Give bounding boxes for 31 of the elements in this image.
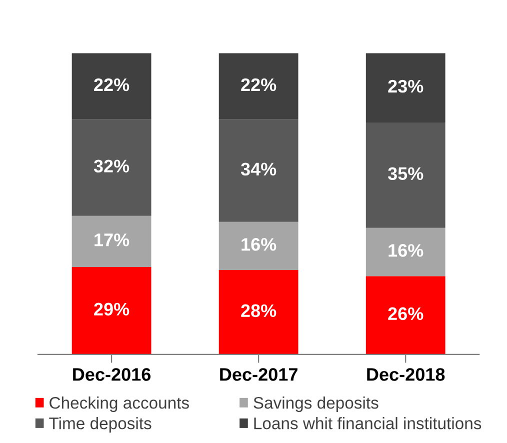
bar — [218, 222, 298, 270]
bar — [366, 276, 446, 354]
data-label: 29% — [94, 302, 130, 316]
data-label: 35% — [388, 167, 424, 180]
x-tick-label: Dec-2017 — [220, 368, 298, 381]
data-label: 23% — [388, 80, 424, 93]
bar — [366, 228, 446, 276]
bar — [72, 119, 152, 216]
legend-label: Checking accounts — [50, 396, 189, 412]
data-label: 28% — [241, 304, 276, 318]
bar — [366, 53, 446, 122]
legend-label: Loans whit financial institutions — [254, 417, 482, 430]
data-label: 17% — [94, 234, 130, 246]
bar — [218, 53, 298, 120]
bar — [366, 122, 446, 228]
data-label: 26% — [388, 307, 424, 320]
x-tick-label: Dec-2018 — [367, 368, 445, 381]
bar — [218, 270, 298, 354]
data-label: 34% — [240, 162, 276, 176]
bar — [218, 119, 298, 222]
data-label: 16% — [242, 238, 276, 251]
data-label: 32% — [94, 160, 130, 173]
data-label: 16% — [388, 244, 424, 257]
legend-label: Savings deposits — [254, 396, 378, 412]
bar — [72, 216, 152, 268]
bar — [72, 53, 152, 120]
bar — [72, 267, 152, 354]
x-tick-label: Dec-2016 — [73, 368, 151, 381]
data-label: 22% — [94, 78, 130, 92]
data-label: 22% — [241, 78, 276, 92]
legend-label: Time deposits — [49, 417, 152, 433]
